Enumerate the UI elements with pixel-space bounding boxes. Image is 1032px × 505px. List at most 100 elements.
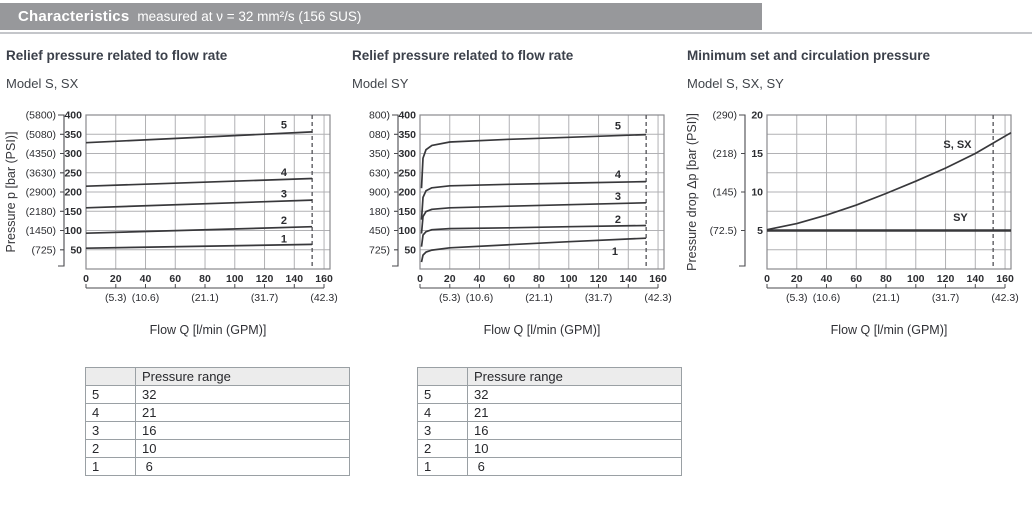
gpm-ruler (419, 284, 659, 289)
gpm-tick-label: (5.3) (439, 292, 461, 304)
y-axis-ruler (58, 114, 65, 267)
curve-1 (85, 243, 313, 250)
gpm-tick-label: (10.6) (466, 292, 493, 304)
table-cell: 1 (85, 457, 136, 476)
x-tick-label: 100 (907, 273, 925, 285)
curve-4 (85, 177, 313, 188)
y-tick-label-bar: 300 (64, 148, 82, 160)
y-axis-title: Pressure drop Δp [bar (PSI)] (685, 113, 699, 271)
x-axis-title: Flow Q [l/min (GPM)] (149, 323, 267, 337)
y-tick-label-psi: (72.5) (710, 225, 737, 237)
gpm-tick-label: (42.3) (991, 292, 1018, 304)
curve-5 (85, 131, 313, 144)
y-tick-label-psi: 725) (369, 244, 390, 256)
table-row: 2 10 (417, 439, 682, 458)
y-axis-title: Pressure p [bar (PSI)] (4, 132, 18, 253)
x-tick-label: 20 (791, 273, 803, 285)
x-tick-label: 140 (620, 273, 638, 285)
y-tick-label-psi: (145) (712, 187, 737, 199)
y-tick-label-bar: 400 (398, 110, 416, 122)
y-tick-label-bar: 150 (398, 206, 416, 218)
y-tick-label-bar: 20 (751, 110, 763, 122)
y-tick-label-bar: 350 (64, 129, 82, 141)
curve-4 (420, 180, 647, 220)
x-tick-label: 100 (226, 273, 244, 285)
header-title: Characteristics (18, 8, 130, 25)
table-cell: 4 (417, 403, 468, 422)
y-tick-label-psi: (725) (31, 244, 56, 256)
chart-title: Minimum set and circulation pressure (687, 48, 931, 63)
y-axis-ruler (739, 114, 746, 267)
y-tick-label-bar: 250 (64, 167, 82, 179)
y-tick-label-psi: (5080) (26, 129, 56, 141)
x-tick-label: 120 (590, 273, 608, 285)
table-cell: 4 (85, 403, 136, 422)
y-tick-label-bar: 200 (398, 187, 416, 199)
x-tick-label: 140 (967, 273, 985, 285)
table-header-row: Pressure range (417, 367, 682, 386)
y-tick-label-bar: 50 (404, 244, 416, 256)
y-tick-label-psi: 350) (369, 148, 390, 160)
table-row: 5 32 (85, 385, 350, 404)
curve-label: 3 (281, 188, 287, 200)
relief-pressure-chart-sy: 54321400800)350080)300350)250630)200900)… (369, 110, 672, 305)
y-tick-label-bar: 50 (70, 244, 82, 256)
gpm-tick-label: (21.1) (872, 292, 899, 304)
curve-label: 1 (281, 233, 287, 245)
y-tick-label-psi: (290) (712, 110, 737, 122)
curve-label: 3 (615, 191, 621, 203)
y-tick-label-psi: 900) (369, 187, 390, 199)
chart-title: Relief pressure related to flow rate (6, 48, 228, 63)
table-cell: 10 (467, 439, 682, 458)
curve-1 (420, 237, 647, 263)
table-cell: 32 (135, 385, 350, 404)
pressure-range-table-sy: Pressure range 5 32 4 21 3 16 2 10 1 6 (417, 367, 682, 476)
x-tick-label: 0 (764, 273, 770, 285)
gpm-ruler (85, 284, 325, 289)
table-cell: 3 (417, 421, 468, 440)
table-cell: 6 (467, 457, 682, 476)
x-tick-label: 160 (996, 273, 1014, 285)
y-tick-label-bar: 5 (757, 225, 763, 237)
table-header-cell (85, 367, 136, 386)
y-tick-label-psi: (4350) (26, 148, 56, 160)
gpm-tick-label: (10.6) (132, 292, 159, 304)
x-tick-label: 60 (850, 273, 862, 285)
y-tick-label-psi: (3630) (26, 167, 56, 179)
x-tick-label: 40 (821, 273, 833, 285)
table-cell: 3 (85, 421, 136, 440)
table-row: 5 32 (417, 385, 682, 404)
table-cell: 10 (135, 439, 350, 458)
table-row: 3 16 (85, 421, 350, 440)
y-tick-label-psi: 180) (369, 206, 390, 218)
y-tick-label-bar: 200 (64, 187, 82, 199)
table-row: 2 10 (85, 439, 350, 458)
y-tick-label-bar: 350 (398, 129, 416, 141)
gpm-tick-label: (42.3) (310, 292, 337, 304)
section-header-bar: Characteristics measured at ν = 32 mm²/s… (0, 3, 762, 30)
gpm-tick-label: (10.6) (813, 292, 840, 304)
header-subtitle: measured at ν = 32 mm²/s (156 SUS) (137, 9, 362, 24)
gpm-tick-label: (31.7) (251, 292, 278, 304)
curve-2 (85, 225, 313, 235)
y-tick-label-bar: 100 (398, 225, 416, 237)
y-axis-ruler (392, 114, 399, 267)
y-tick-label-bar: 100 (64, 225, 82, 237)
table-row: 4 21 (417, 403, 682, 422)
chart-model-label: Model S, SX, SY (687, 76, 784, 91)
y-tick-label-psi: 630) (369, 167, 390, 179)
y-tick-label-psi: (2180) (26, 206, 56, 218)
gpm-tick-label: (42.3) (644, 292, 671, 304)
curve-s-sx (766, 131, 1012, 231)
table-cell: 5 (85, 385, 136, 404)
x-tick-label: 20 (444, 273, 456, 285)
plot-border (766, 114, 1012, 270)
curve-label: 5 (615, 120, 621, 132)
y-tick-label-bar: 10 (751, 187, 763, 199)
x-tick-label: 0 (417, 273, 423, 285)
y-tick-label-bar: 250 (398, 167, 416, 179)
x-tick-label: 160 (649, 273, 667, 285)
table-cell: 32 (467, 385, 682, 404)
curve-label: 2 (281, 215, 287, 227)
